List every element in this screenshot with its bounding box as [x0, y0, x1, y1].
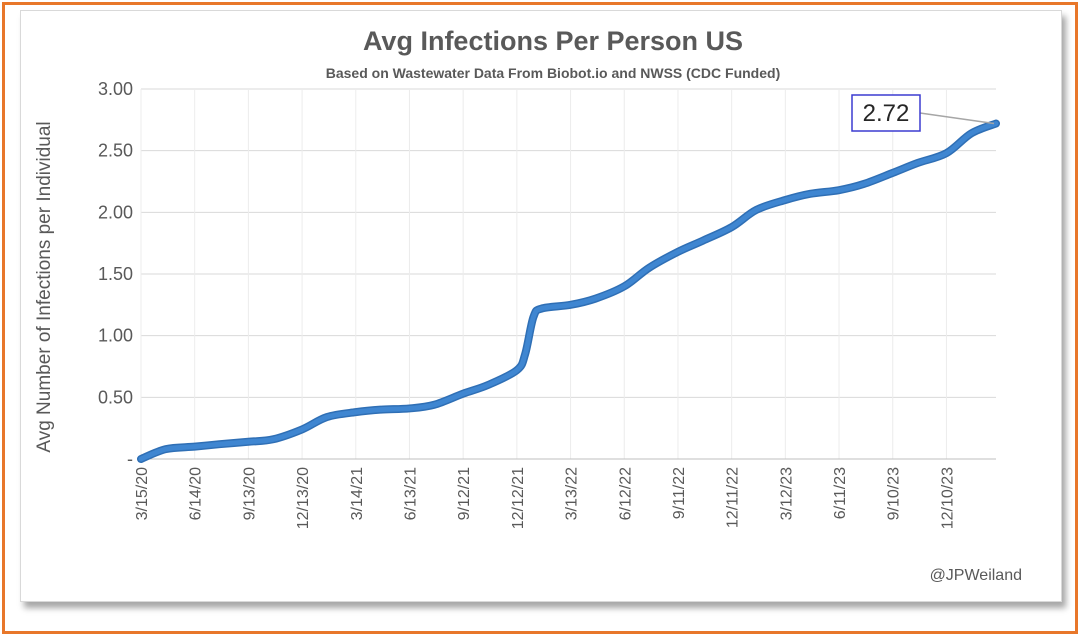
label-box [851, 94, 921, 132]
y-tick-label: 0.50 [98, 387, 133, 407]
x-tick-label: 9/13/20 [241, 467, 258, 520]
chart-title: Avg Infections Per Person US [363, 26, 743, 56]
credit: @JPWeiland [930, 567, 1022, 584]
x-tick-label: 6/11/23 [832, 467, 849, 519]
x-tick-label: 12/13/20 [295, 467, 312, 529]
y-tick-label: 1.00 [98, 326, 133, 346]
y-tick-label: 3.00 [98, 79, 133, 99]
y-tick-label: 2.00 [98, 202, 133, 222]
line-series-outline [137, 119, 1000, 463]
y-tick-label: 2.50 [98, 141, 133, 161]
y-tick-label: 1.50 [98, 264, 133, 284]
leader-line [919, 112, 995, 125]
y-tick-label: - [127, 449, 133, 469]
x-tick-label: 9/10/23 [886, 467, 903, 520]
x-tick-label: 6/12/22 [617, 467, 634, 520]
y-axis-label: Avg Number of Infections per Individual [34, 121, 55, 452]
x-tick-label: 12/12/21 [510, 467, 527, 529]
chart-subtitle: Based on Wastewater Data From Biobot.io … [326, 65, 781, 81]
x-tick-label: 12/10/23 [939, 467, 956, 529]
x-tick-label: 3/13/22 [564, 467, 581, 520]
x-tick-label: 3/15/20 [134, 467, 151, 520]
x-tick-label: 3/12/23 [778, 467, 795, 520]
x-tick-label: 6/14/20 [188, 467, 205, 520]
x-tick-label: 12/11/22 [725, 467, 742, 528]
line-series [138, 121, 999, 462]
x-tick-label: 9/11/22 [671, 467, 688, 519]
x-tick-label: 9/12/21 [456, 467, 473, 520]
x-tick-label: 3/14/21 [349, 467, 366, 520]
x-tick-label: 6/13/21 [402, 467, 419, 520]
end-value-label: 2.72 [863, 100, 910, 127]
